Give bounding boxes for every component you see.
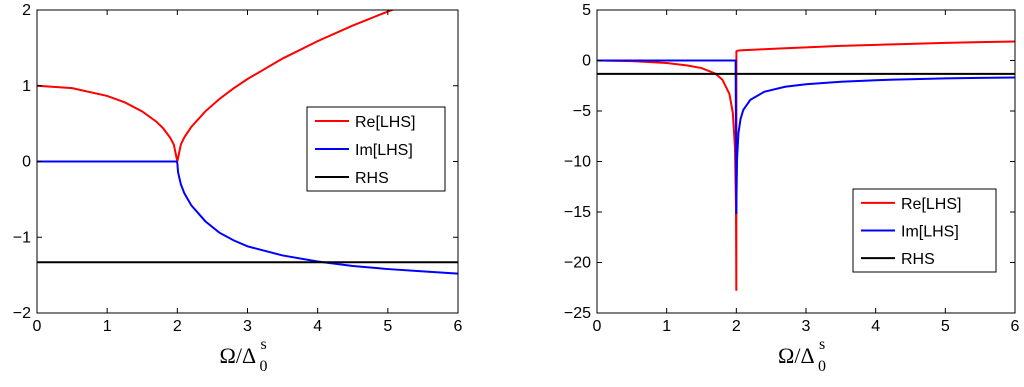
x-tick-label: 1 [103,318,112,335]
x-tick-label: 6 [1011,318,1020,335]
x-axis-label-superscript: s [261,336,267,353]
y-tick-label: −2 [13,305,31,322]
x-tick-label: 4 [871,318,880,335]
y-tick-label: 5 [582,2,591,19]
y-tick-label: −15 [564,204,591,221]
y-tick-label: −5 [573,103,591,120]
y-tick-label: 1 [22,78,31,95]
series-line-re-lhs [37,10,395,162]
x-axis-label-subscript: 0 [260,358,268,375]
x-tick-label: 1 [662,318,671,335]
series-line-im-lhs [597,59,1015,215]
x-tick-label: 2 [173,318,182,335]
x-tick-label: 4 [313,318,322,335]
legend: Re[LHS] Im[LHS] RHS [306,106,446,192]
x-tick-label: 5 [383,318,392,335]
y-tick-label: 2 [22,2,31,19]
x-axis-label: Ω/Δ [778,343,815,368]
y-tick-label: −10 [564,154,591,171]
x-axis-label: Ω/Δ [220,343,257,368]
legend-label: RHS [901,251,935,268]
legend-label: RHS [355,170,389,187]
x-tick-label: 0 [33,318,42,335]
legend-label: Im[LHS] [901,224,959,241]
legend: Re[LHS] Im[LHS] RHS [852,188,997,273]
x-axis-label-subscript: 0 [818,358,826,375]
x-tick-label: 3 [802,318,811,335]
x-tick-label: 3 [243,318,252,335]
x-tick-label: 5 [941,318,950,335]
y-tick-label: −25 [564,305,591,322]
legend-label: Im[LHS] [355,142,413,159]
y-tick-label: −20 [564,255,591,272]
legend-label: Re[LHS] [355,114,415,131]
series-line-im-lhs [37,160,458,275]
x-axis-label-superscript: s [819,336,825,353]
x-tick-label: 0 [593,318,602,335]
legend-label: Re[LHS] [901,196,961,213]
y-tick-label: 0 [22,154,31,171]
y-tick-label: −1 [13,229,31,246]
x-tick-label: 2 [732,318,741,335]
y-tick-label: 0 [582,53,591,70]
x-tick-label: 6 [454,318,463,335]
